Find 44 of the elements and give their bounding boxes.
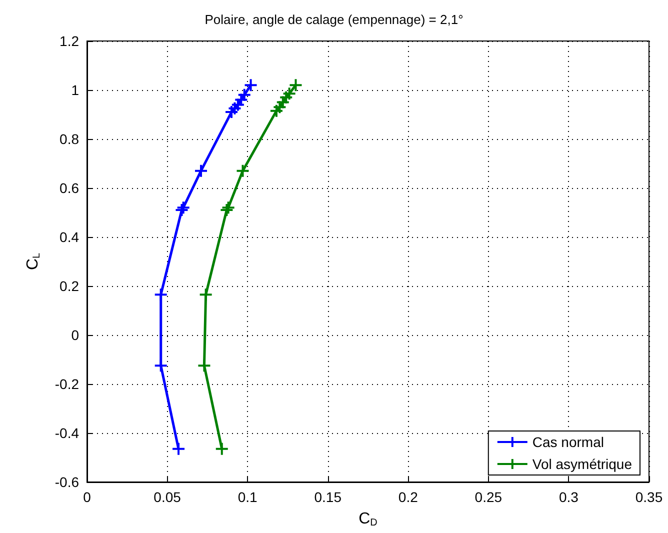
legend-label: Cas normal (532, 434, 604, 450)
y-tick-label: 0.4 (60, 229, 80, 245)
y-tick-label: 0 (71, 327, 80, 343)
point (228, 101, 242, 116)
point (244, 78, 258, 92)
point (154, 358, 168, 373)
x-tick-label: 0.3 (558, 489, 579, 505)
y-tick-label: -0.2 (54, 376, 80, 392)
point (288, 78, 303, 92)
point (221, 200, 236, 215)
point (197, 358, 212, 373)
y-tick-label: -0.6 (54, 474, 80, 490)
chart-title: Polaire, angle de calage (empennage) = 2,1° (204, 12, 464, 27)
point (174, 203, 189, 218)
point (176, 200, 190, 215)
x-tick-label: 0.1 (238, 489, 258, 505)
point (172, 442, 186, 456)
point (282, 86, 296, 101)
point (224, 105, 239, 120)
x-tick-label: 0.25 (474, 489, 502, 505)
point (214, 442, 229, 456)
x-tick-label: 0.35 (635, 489, 663, 505)
x-tick-label: 0.05 (154, 489, 182, 505)
y-tick-label: 1 (71, 82, 80, 98)
legend-label: Vol asymétrique (532, 456, 632, 472)
y-axis-title: CL (24, 252, 42, 270)
x-tick-label: 0.15 (314, 489, 342, 505)
point (236, 164, 250, 178)
point (230, 98, 245, 112)
y-tick-label: 0.8 (60, 131, 80, 147)
point (198, 288, 213, 302)
y-tick-label: 0.6 (60, 180, 80, 196)
y-tick-label: 1.2 (60, 33, 80, 49)
point (269, 104, 284, 118)
point (194, 164, 208, 178)
point (154, 288, 168, 302)
point (279, 90, 294, 104)
y-tick-label: 0.2 (60, 278, 80, 294)
point (272, 100, 287, 114)
y-tick-label: -0.4 (54, 425, 80, 441)
point (237, 88, 252, 102)
x-tick-label: 0.2 (398, 489, 418, 505)
point (220, 203, 234, 218)
x-tick-label: 0 (83, 489, 92, 505)
